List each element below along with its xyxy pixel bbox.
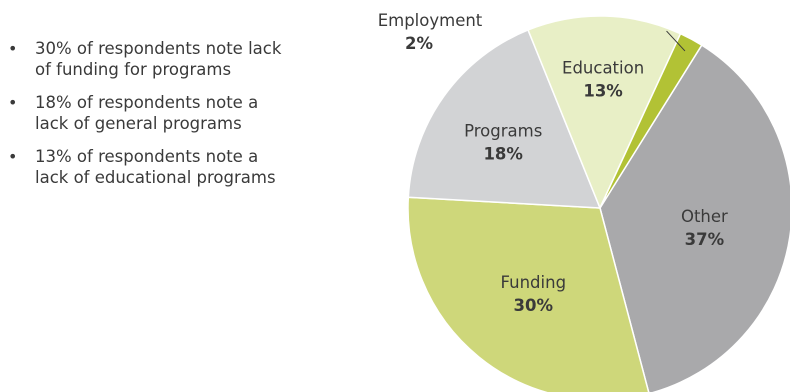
bullet-dot: • — [8, 147, 18, 166]
bullet-text: 30% of respondents note lack of funding … — [35, 39, 282, 79]
bullet-dot: • — [8, 39, 18, 58]
pie-labels: Other 37% Funding 30% Programs 18% Education 13… — [378, 11, 728, 315]
slice-value-other: 37% — [685, 230, 725, 249]
bullet-text: 13% of respondents note a lack of educat… — [35, 147, 276, 187]
pie-slice-employment — [599, 32, 703, 209]
bullet-item-programs: • 18% of respondents note a lack of gener… — [8, 92, 288, 134]
bullet-item-funding: • 30% of respondents note lack of funding… — [8, 38, 288, 80]
slice-value-programs: 18% — [483, 145, 523, 164]
bullet-item-education: • 13% of respondents note a lack of educa… — [8, 146, 288, 188]
pie-slice-programs — [407, 29, 602, 209]
pie-slice-funding — [407, 196, 650, 392]
leader-line-employment — [666, 30, 686, 52]
bullet-list: • 30% of respondents note lack of funding… — [8, 38, 288, 200]
slice-label-other: Other — [681, 207, 728, 226]
slice-label-programs: Programs — [464, 122, 542, 141]
bullet-dot: • — [8, 93, 18, 112]
pie-slice-education — [527, 15, 682, 210]
slice-label-education: Education — [562, 58, 644, 77]
slice-value-funding: 30% — [514, 296, 554, 315]
slice-value-education: 13% — [583, 81, 623, 100]
slice-label-employment: Employment — [378, 11, 483, 30]
slice-value-employment: 2% — [405, 34, 433, 53]
pie-slices — [407, 15, 790, 392]
slice-label-funding: Funding — [501, 273, 567, 292]
bullet-text: 18% of respondents note a lack of genera… — [35, 93, 259, 133]
